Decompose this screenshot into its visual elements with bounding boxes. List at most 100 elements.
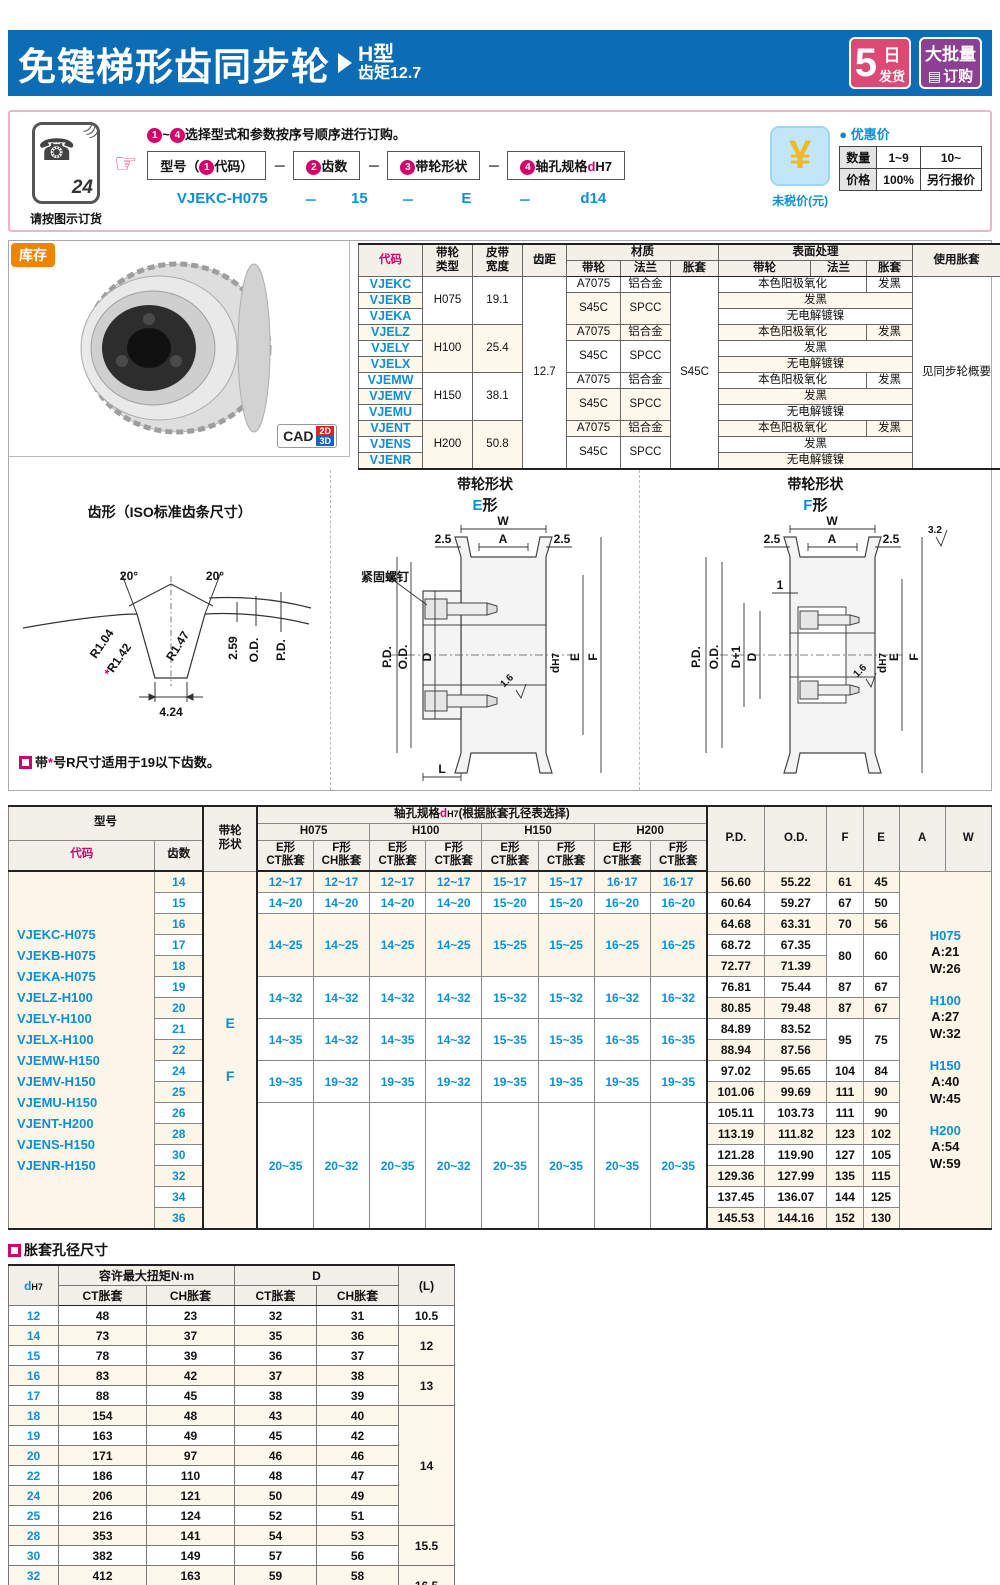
svg-text:A: A bbox=[499, 532, 508, 546]
subtitle-pitch: 齿矩12.7 bbox=[358, 64, 422, 82]
table-cell: 95 bbox=[826, 1018, 864, 1062]
table-cell: 19~35 bbox=[593, 1060, 651, 1104]
table-cell: 发黑 bbox=[718, 388, 914, 405]
pulley-photo bbox=[80, 261, 272, 435]
table-row: 19 14~32 14~32 14~32 14~32 15~32 15~32 16~32 16~… bbox=[9, 976, 992, 1020]
table-cell: 154 bbox=[58, 1405, 147, 1427]
table-cell: VJENS bbox=[358, 436, 423, 453]
table-cell: SPCC bbox=[620, 388, 671, 421]
table-cell: 80 bbox=[826, 934, 864, 978]
table-cell: VJELZ bbox=[358, 324, 423, 341]
table-cell: 19~35 bbox=[369, 1060, 427, 1104]
table-cell: 137.45 bbox=[705, 1186, 766, 1209]
table-cell: 25 bbox=[154, 1081, 204, 1104]
svg-text:dH7: dH7 bbox=[875, 653, 889, 674]
column-header: CT胀套 bbox=[234, 1285, 317, 1307]
table-cell: 127 bbox=[826, 1144, 864, 1167]
table-cell: 19~32 bbox=[425, 1060, 483, 1104]
table-cell: 20~32 bbox=[425, 1102, 483, 1230]
table-cell: 14~32 bbox=[256, 976, 314, 1020]
table-cell: 13 bbox=[398, 1365, 456, 1407]
table-cell: A7075 bbox=[566, 324, 621, 341]
column-header: H100 bbox=[369, 822, 483, 841]
table-row: 19 163 49 45 42 bbox=[8, 1425, 455, 1447]
stock-badge: 库存 bbox=[11, 243, 55, 267]
table-cell: 31 bbox=[315, 1305, 400, 1327]
column-header: 带轮 bbox=[566, 260, 621, 277]
table-cell: 70 bbox=[826, 913, 864, 936]
table-cell: 382 bbox=[58, 1545, 147, 1567]
table-cell: 16~20 bbox=[649, 892, 708, 915]
table-cell: 14~32 bbox=[425, 976, 483, 1020]
table-cell: 16 bbox=[154, 913, 204, 936]
table-cell: 铝合金 bbox=[620, 420, 671, 437]
step-shape: 3 带轮形状 bbox=[387, 151, 481, 180]
table-cell: 38 bbox=[234, 1385, 317, 1407]
table-cell: 123 bbox=[826, 1123, 864, 1146]
table-cell: 152 bbox=[826, 1207, 864, 1230]
table-row: 22 186 110 48 47 bbox=[8, 1465, 455, 1487]
table-cell: 100% bbox=[876, 168, 921, 191]
table-cell: 25 bbox=[8, 1505, 59, 1527]
table-cell: 15~35 bbox=[481, 1018, 539, 1062]
sleeve-table-title: 胀套孔径尺寸 bbox=[8, 1240, 444, 1260]
table-cell: 127.99 bbox=[764, 1165, 828, 1188]
table-cell: 125 bbox=[862, 1186, 900, 1209]
table-cell: 80.85 bbox=[705, 997, 766, 1020]
table-cell: 90 bbox=[862, 1081, 900, 1104]
table-row: CT胀套 CH胀套 CT胀套 CH胀套 bbox=[9, 1285, 455, 1307]
ordering-instruction: 1 ~4 选择型式和参数按序号顺序进行订购。 bbox=[147, 124, 763, 143]
table-cell: VJENR bbox=[358, 452, 423, 470]
table-cell: 发黑 bbox=[718, 292, 914, 309]
table-cell: 87 bbox=[826, 976, 864, 999]
svg-text:20°: 20° bbox=[120, 569, 138, 583]
column-header: D bbox=[233, 1264, 400, 1287]
table-cell: 14~25 bbox=[312, 913, 371, 978]
column-header: 型号 bbox=[8, 805, 204, 841]
table-cell: 56 bbox=[862, 913, 900, 936]
table-cell: 73 bbox=[58, 1325, 147, 1347]
table-cell: 38 bbox=[315, 1365, 400, 1387]
spec-table-section: 型号 带轮 形状 轴孔规格dH7(根据胀套孔径表选择) P.D. O.D. F … bbox=[7, 805, 993, 1231]
table-cell: 发黑 bbox=[718, 340, 914, 357]
table-cell: VJEKA bbox=[358, 308, 423, 325]
table-cell: 63.31 bbox=[764, 913, 828, 936]
svg-text:E: E bbox=[887, 653, 901, 661]
table-cell: 本色阳极氧化 bbox=[718, 276, 868, 293]
table-cell: 52 bbox=[234, 1505, 317, 1527]
column-header: P.D. bbox=[705, 805, 766, 872]
table-cell: 141 bbox=[146, 1525, 235, 1547]
table-row: 28 353 141 54 53 15.5 bbox=[8, 1525, 456, 1567]
column-header: CT胀套 bbox=[58, 1285, 147, 1307]
column-header: 材质 bbox=[565, 243, 720, 261]
table-cell: 216 bbox=[58, 1505, 147, 1527]
materials-table: 代码 带轮 类型 皮带 宽度 齿距 材质 表面处理 使用胀套 带轮 法兰 胀套 bbox=[358, 243, 1000, 470]
table-cell: 84 bbox=[862, 1060, 900, 1083]
part-number-example: VJEKC-H075 － 15 － E － d14 bbox=[176, 190, 607, 208]
column-header-bore: 轴孔规格dH7(根据胀套孔径表选择) bbox=[256, 805, 708, 824]
table-cell: 105 bbox=[862, 1144, 900, 1167]
table-cell: 14~20 bbox=[312, 892, 371, 915]
shape-f-diagram: 3.2 bbox=[689, 514, 948, 774]
svg-text:20°: 20° bbox=[206, 569, 224, 583]
table-cell: 353 bbox=[58, 1525, 147, 1547]
table-cell: H200 bbox=[422, 420, 473, 470]
table-cell: A7075 bbox=[566, 372, 621, 389]
table-cell: 78 bbox=[58, 1345, 147, 1367]
table-cell: 163 bbox=[58, 1425, 147, 1447]
table-cell: 14~32 bbox=[425, 1018, 483, 1062]
table-cell: 发黑 bbox=[866, 324, 914, 341]
table-cell: VJENT bbox=[358, 420, 423, 437]
table-cell: 14~25 bbox=[425, 913, 483, 978]
svg-text:3.2: 3.2 bbox=[928, 525, 942, 536]
table-cell: 20 bbox=[154, 997, 204, 1020]
table-cell: VJEKB bbox=[358, 292, 423, 309]
subtitle-type: H型 bbox=[358, 42, 395, 66]
column-header: 胀套 bbox=[669, 260, 720, 277]
table-cell: 144.16 bbox=[764, 1207, 828, 1230]
order-sheet-icon: ▤ bbox=[927, 68, 942, 84]
table-row: 17 88 45 38 39 bbox=[8, 1385, 455, 1407]
table-cell: 价格 bbox=[839, 168, 878, 191]
table-cell: 83 bbox=[58, 1365, 147, 1387]
table-cell: 22 bbox=[154, 1039, 204, 1062]
